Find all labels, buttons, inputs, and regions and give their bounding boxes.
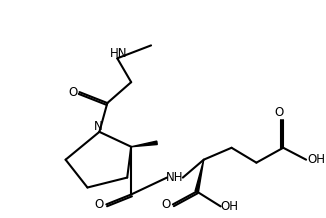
Text: OH: OH — [307, 153, 325, 166]
Text: O: O — [68, 86, 77, 99]
Text: HN: HN — [110, 47, 127, 60]
Text: O: O — [161, 198, 170, 211]
Text: OH: OH — [221, 200, 239, 213]
Text: O: O — [274, 106, 284, 119]
Text: O: O — [95, 198, 104, 211]
Polygon shape — [195, 160, 204, 192]
Text: NH: NH — [166, 171, 184, 184]
Polygon shape — [131, 141, 157, 147]
Text: N: N — [94, 120, 103, 133]
